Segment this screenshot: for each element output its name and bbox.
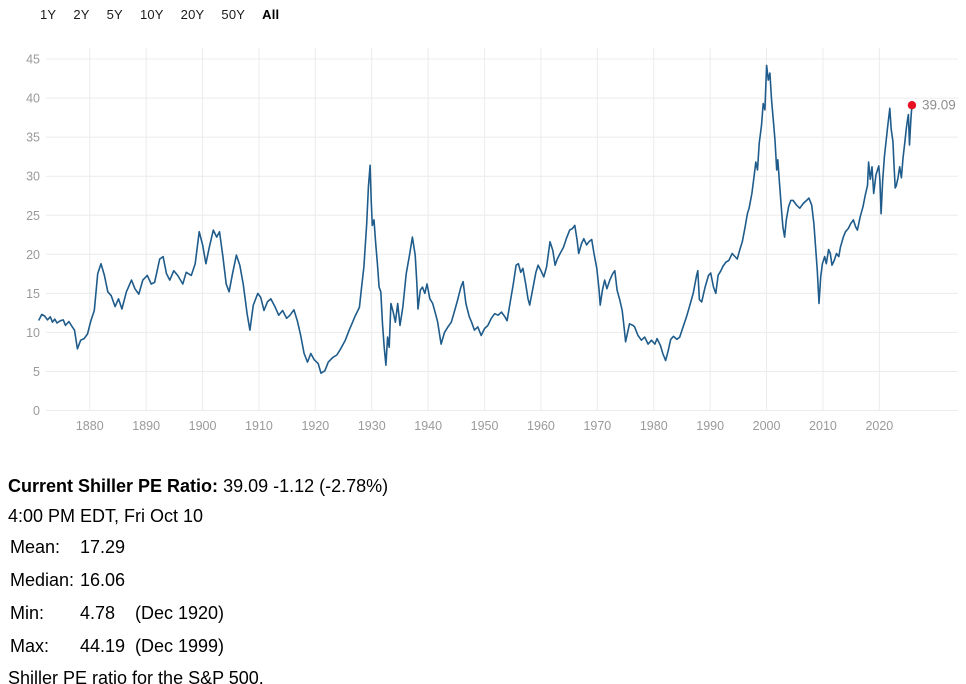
x-axis-tick-label: 1900 (189, 419, 217, 433)
stat-row: Max: 44.19 (Dec 1999) (10, 630, 388, 663)
range-button-1y[interactable]: 1Y (40, 7, 57, 22)
range-button-2y[interactable]: 2Y (73, 7, 90, 22)
x-axis-tick-label: 2000 (753, 419, 781, 433)
x-axis-tick-label: 1970 (583, 419, 611, 433)
y-axis-tick-label: 45 (26, 53, 40, 67)
stat-row: Median: 16.06 (10, 564, 388, 597)
stat-label: Min: (10, 603, 45, 623)
stat-row: Mean: 17.29 (10, 531, 388, 564)
shiller-pe-series-line (38, 64, 913, 375)
stats-table: Mean: 17.29 Median: 16.06 Min: 4.78 (Dec 1920)… (8, 531, 388, 663)
stat-value: 44.19 (80, 636, 126, 656)
y-axis-tick-label: 5 (33, 365, 40, 379)
shiller-pe-chart[interactable]: 0 5 10 15 20 25 30 35 40 45 1880 1890 1900 1910 1920 19… (0, 0, 966, 448)
y-axis-tick-label: 0 (33, 404, 40, 418)
stat-value: 17.29 (80, 537, 126, 557)
y-axis-tick-label: 25 (26, 209, 40, 223)
summary-block: Current Shiller PE Ratio: 39.09 -1.12 (-… (8, 471, 388, 684)
stat-note: (Dec 1999) (135, 636, 225, 656)
x-axis-tick-label: 1980 (640, 419, 668, 433)
stat-row: Min: 4.78 (Dec 1920) (10, 597, 388, 630)
current-ratio-value: 39.09 -1.12 (-2.78%) (223, 476, 389, 496)
x-axis-tick-label: 1910 (245, 419, 273, 433)
y-axis-tick-label: 30 (26, 170, 40, 184)
last-value-label: 39.09 (922, 98, 956, 113)
last-value-dot (907, 101, 917, 110)
current-ratio-label: Current Shiller PE Ratio: (8, 476, 219, 496)
x-axis-tick-label: 1990 (696, 419, 724, 433)
stat-label: Max: (10, 636, 50, 656)
range-button-5y[interactable]: 5Y (106, 7, 123, 22)
range-button-all[interactable]: All (262, 7, 280, 22)
stat-note: (Dec 1920) (135, 603, 225, 623)
stat-label: Mean: (10, 537, 61, 557)
stat-value: 16.06 (80, 570, 126, 590)
range-button-50y[interactable]: 50Y (221, 7, 246, 22)
x-axis-tick-label: 1890 (132, 419, 160, 433)
time-range-selector: 1Y 2Y 5Y 10Y 20Y 50Y All (40, 7, 279, 23)
range-button-20y[interactable]: 20Y (180, 7, 205, 22)
y-axis-tick-label: 10 (26, 326, 40, 340)
y-axis-tick-label: 40 (26, 92, 40, 106)
x-axis-tick-label: 1950 (471, 419, 499, 433)
y-axis-tick-label: 15 (26, 287, 40, 301)
y-axis-tick-label: 20 (26, 248, 40, 262)
x-axis-tick-label: 2010 (809, 419, 837, 433)
quote-timestamp: 4:00 PM EDT, Fri Oct 10 (8, 506, 204, 526)
x-axis-tick-label: 1940 (414, 419, 442, 433)
x-axis-tick-label: 1930 (358, 419, 386, 433)
x-axis-tick-label: 1960 (527, 419, 555, 433)
x-axis-tick-label: 1880 (76, 419, 104, 433)
current-ratio-headline: Current Shiller PE Ratio: 39.09 -1.12 (-… (8, 471, 388, 501)
x-axis-tick-label: 2020 (865, 419, 893, 433)
x-axis-tick-label: 1920 (301, 419, 329, 433)
chart-caption: Shiller PE ratio for the S&P 500. (8, 668, 264, 684)
stat-value: 4.78 (80, 603, 116, 623)
range-button-10y[interactable]: 10Y (139, 7, 164, 22)
stat-label: Median: (10, 570, 75, 590)
y-axis-tick-label: 35 (26, 131, 40, 145)
